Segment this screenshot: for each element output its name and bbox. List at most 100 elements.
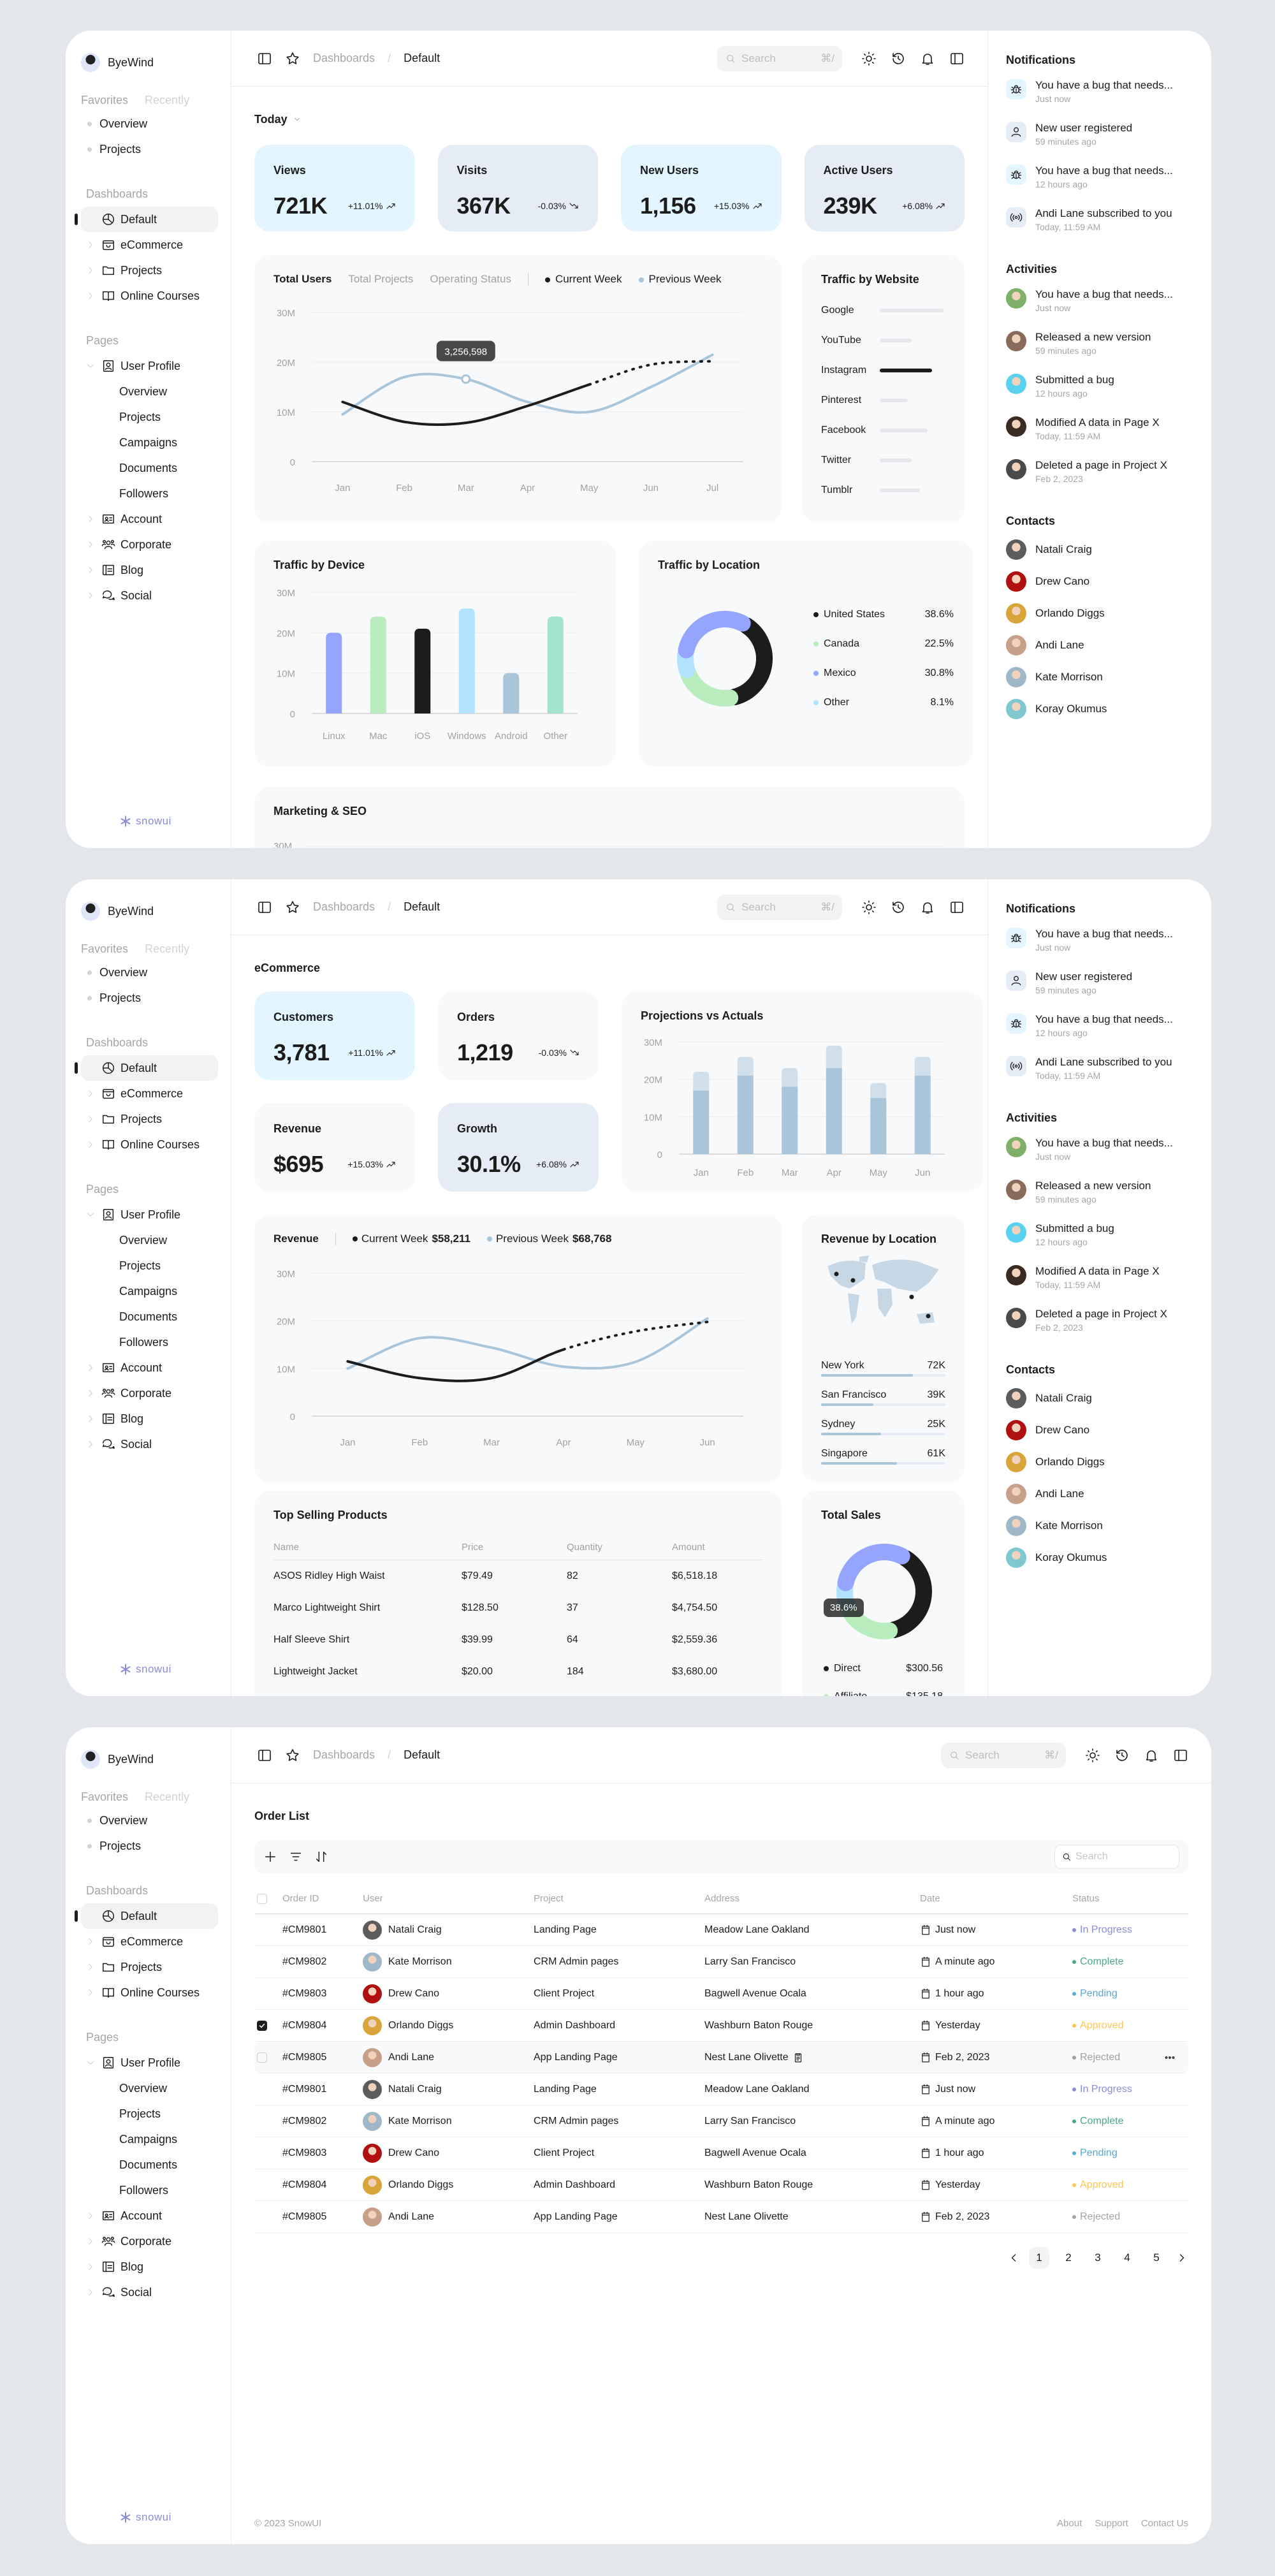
contact-item[interactable]: Drew Cano: [1006, 566, 1196, 597]
table-row[interactable]: #CM9801 Natali Craig Landing Page Meadow La…: [254, 2074, 1188, 2105]
sidebar-subitem-projects[interactable]: Projects: [119, 1259, 161, 1272]
contact-item[interactable]: Natali Craig: [1006, 1382, 1196, 1414]
sidebar-subitem-campaigns[interactable]: Campaigns: [119, 1284, 178, 1298]
footer-link-support[interactable]: Support: [1095, 2518, 1128, 2529]
chevron-right-icon[interactable]: [1176, 2251, 1188, 2264]
sidebar-toggle-icon[interactable]: [257, 900, 272, 915]
contact-item[interactable]: Orlando Diggs: [1006, 1446, 1196, 1478]
favorite-item[interactable]: Overview: [81, 111, 218, 136]
contact-item[interactable]: Andi Lane: [1006, 629, 1196, 661]
sidebar-subitem-overview[interactable]: Overview: [119, 2081, 168, 2095]
select-all-checkbox[interactable]: [257, 1893, 267, 1904]
table-row[interactable]: #CM9803 Drew Cano Client Project Bagwell Av…: [254, 2137, 1188, 2169]
sidebar-item-default[interactable]: Default: [75, 207, 218, 232]
sidebar-subitem-campaigns[interactable]: Campaigns: [119, 435, 178, 449]
footer-link-contact-us[interactable]: Contact Us: [1140, 2518, 1188, 2529]
tab-favorites[interactable]: Favorites: [81, 942, 129, 955]
sun-icon[interactable]: [1085, 1748, 1100, 1763]
sidebar-item-default[interactable]: Default: [75, 1903, 218, 1929]
sidebar-item-projects[interactable]: Projects: [81, 258, 218, 283]
contact-item[interactable]: Orlando Diggs: [1006, 597, 1196, 629]
activity-item[interactable]: Deleted a page in Project X Feb 2, 2023: [1006, 453, 1196, 495]
sidebar-item-social[interactable]: Social: [81, 1431, 218, 1457]
notification-item[interactable]: Andi Lane subscribed to you Today, 11:59 …: [1006, 1050, 1196, 1092]
favorite-item[interactable]: Overview: [81, 960, 218, 985]
favorite-item[interactable]: Projects: [81, 985, 218, 1011]
sidebar-item-social[interactable]: Social: [81, 583, 218, 608]
sidebar-item-user-profile[interactable]: User Profile: [81, 353, 218, 379]
sidebar-subitem-documents[interactable]: Documents: [119, 2158, 178, 2171]
sidebar-subitem-projects[interactable]: Projects: [119, 2107, 161, 2120]
table-search-input[interactable]: Search: [1054, 1845, 1179, 1869]
activity-item[interactable]: Submitted a bug 12 hours ago: [1006, 1216, 1196, 1259]
sidebar-item-account[interactable]: Account: [81, 1355, 218, 1380]
bell-icon[interactable]: [1144, 1748, 1159, 1763]
contact-item[interactable]: Kate Morrison: [1006, 661, 1196, 693]
sidebar-subitem-followers[interactable]: Followers: [119, 2183, 169, 2197]
sidebar-subitem-documents[interactable]: Documents: [119, 1310, 178, 1323]
page-1[interactable]: 1: [1029, 2247, 1049, 2269]
contact-item[interactable]: Andi Lane: [1006, 1478, 1196, 1510]
favorite-item[interactable]: Overview: [81, 1808, 218, 1833]
notification-item[interactable]: You have a bug that needs... Just now: [1006, 73, 1196, 115]
notification-item[interactable]: Andi Lane subscribed to you Today, 11:59 …: [1006, 201, 1196, 244]
chevron-left-icon[interactable]: [1007, 2251, 1020, 2264]
tab-favorites[interactable]: Favorites: [81, 93, 129, 106]
notification-item[interactable]: New user registered 59 minutes ago: [1006, 964, 1196, 1007]
page-3[interactable]: 3: [1095, 2251, 1101, 2264]
tab-operating-status[interactable]: Operating Status: [430, 273, 511, 285]
breadcrumb-parent[interactable]: Dashboards: [313, 900, 375, 913]
favorite-item[interactable]: Projects: [81, 136, 218, 162]
table-row[interactable]: #CM9805 Andi Lane App Landing Page Nest Lan…: [254, 2042, 1188, 2074]
sidebar-subitem-overview[interactable]: Overview: [119, 384, 168, 398]
sidebar-item-blog[interactable]: Blog: [81, 557, 218, 583]
history-icon[interactable]: [1114, 1748, 1130, 1763]
page-4[interactable]: 4: [1124, 2251, 1130, 2264]
sidebar-subitem-overview[interactable]: Overview: [119, 1233, 168, 1247]
user-menu[interactable]: ByeWind: [81, 1746, 218, 1772]
row-checkbox[interactable]: [257, 2020, 267, 2031]
sidebar-toggle-icon[interactable]: [949, 51, 965, 66]
favorite-item[interactable]: Projects: [81, 1833, 218, 1859]
sidebar-item-ecommerce[interactable]: eCommerce: [81, 1081, 218, 1106]
notification-item[interactable]: You have a bug that needs... 12 hours ago: [1006, 1007, 1196, 1050]
sidebar-item-user-profile[interactable]: User Profile: [81, 2050, 218, 2075]
table-row[interactable]: #CM9804 Orlando Diggs Admin Dashboard Washb…: [254, 2010, 1188, 2042]
user-menu[interactable]: ByeWind: [81, 898, 218, 924]
sidebar-item-online-courses[interactable]: Online Courses: [81, 283, 218, 309]
sidebar-item-social[interactable]: Social: [81, 2280, 218, 2305]
sidebar-subitem-campaigns[interactable]: Campaigns: [119, 2132, 178, 2146]
search-input[interactable]: Search ⌘/: [717, 894, 842, 920]
tab-recently[interactable]: Recently: [145, 1790, 190, 1803]
table-row[interactable]: #CM9803 Drew Cano Client Project Bagwell Av…: [254, 1978, 1188, 2010]
bell-icon[interactable]: [920, 51, 935, 66]
page-2[interactable]: 2: [1065, 2251, 1072, 2264]
contact-item[interactable]: Natali Craig: [1006, 534, 1196, 566]
star-icon[interactable]: [285, 900, 300, 915]
tab-total-users[interactable]: Total Users: [273, 273, 332, 285]
sidebar-item-account[interactable]: Account: [81, 506, 218, 532]
breadcrumb-parent[interactable]: Dashboards: [313, 52, 375, 64]
activity-item[interactable]: Modified A data in Page X Today, 11:59 AM: [1006, 410, 1196, 453]
sidebar-item-account[interactable]: Account: [81, 2203, 218, 2228]
clipboard-icon[interactable]: [792, 2052, 804, 2063]
table-row[interactable]: #CM9801 Natali Craig Landing Page Meadow La…: [254, 1914, 1188, 1946]
sidebar-item-blog[interactable]: Blog: [81, 1406, 218, 1431]
sidebar-item-corporate[interactable]: Corporate: [81, 1380, 218, 1406]
search-input[interactable]: Search ⌘/: [941, 1742, 1066, 1768]
filter-icon[interactable]: [289, 1850, 303, 1864]
sidebar-subitem-documents[interactable]: Documents: [119, 461, 178, 474]
sidebar-item-projects[interactable]: Projects: [81, 1954, 218, 1980]
activity-item[interactable]: Modified A data in Page X Today, 11:59 AM: [1006, 1259, 1196, 1301]
sun-icon[interactable]: [861, 51, 877, 66]
sidebar-item-ecommerce[interactable]: eCommerce: [81, 232, 218, 258]
star-icon[interactable]: [285, 51, 300, 66]
period-selector[interactable]: Today: [254, 110, 965, 129]
activity-item[interactable]: Deleted a page in Project X Feb 2, 2023: [1006, 1301, 1196, 1344]
table-row[interactable]: #CM9804 Orlando Diggs Admin Dashboard Washb…: [254, 2169, 1188, 2201]
breadcrumb-parent[interactable]: Dashboards: [313, 1748, 375, 1761]
star-icon[interactable]: [285, 1748, 300, 1763]
sidebar-subitem-followers[interactable]: Followers: [119, 487, 169, 500]
sidebar-item-blog[interactable]: Blog: [81, 2254, 218, 2280]
notification-item[interactable]: You have a bug that needs... 12 hours ago: [1006, 158, 1196, 201]
